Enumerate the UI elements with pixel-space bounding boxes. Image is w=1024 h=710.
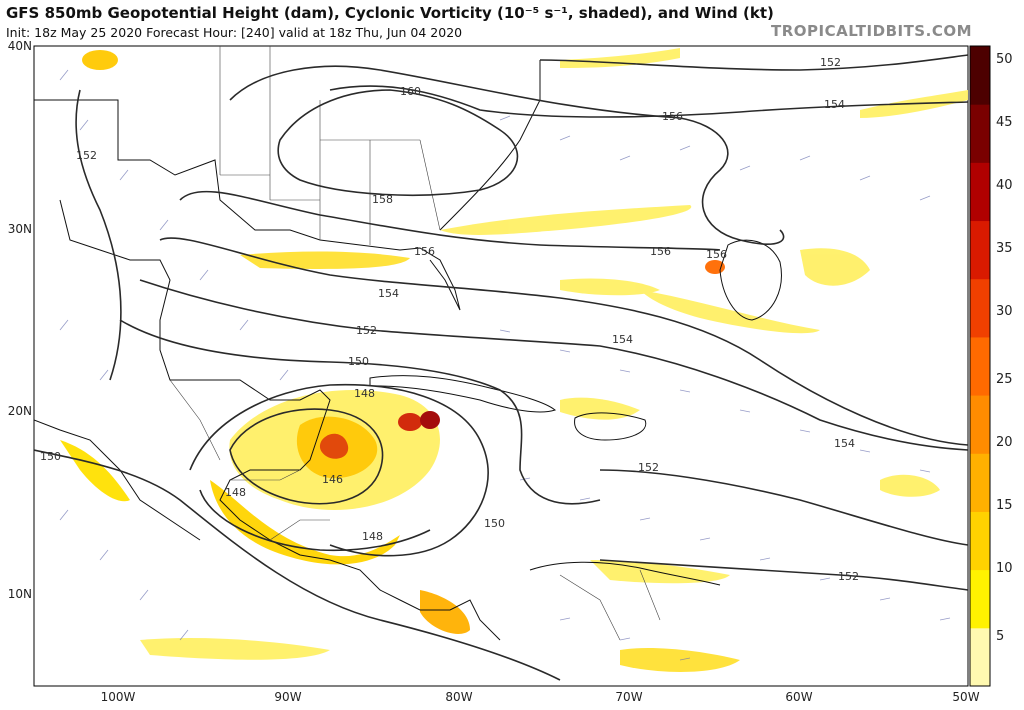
contour-label: 152 xyxy=(76,149,97,162)
lon-label-70w: 70W xyxy=(615,690,642,704)
wind-barbs xyxy=(59,69,951,661)
lat-label-20n: 20N xyxy=(8,404,32,418)
colorbar-tick-5: 5 xyxy=(996,629,1004,644)
colorbar-tick-40: 40 xyxy=(996,178,1013,193)
colorbar-step xyxy=(970,278,990,338)
vorticity-shading xyxy=(60,48,968,672)
contour-label: 150 xyxy=(348,355,369,368)
height-contours xyxy=(34,54,968,681)
brand-watermark: TROPICALTIDBITS.COM xyxy=(771,22,972,40)
colorbar-step xyxy=(970,162,990,222)
colorbar-step xyxy=(970,627,990,687)
lat-label-40n: 40N xyxy=(8,39,32,53)
political-borders xyxy=(169,46,661,641)
contour-label: 154 xyxy=(612,333,633,346)
lat-label-10n: 10N xyxy=(8,587,32,601)
contour-labels: 152 160 156 154 158 156 156 156 154 152 … xyxy=(40,56,859,583)
contour-label: 158 xyxy=(372,193,393,206)
colorbar-step xyxy=(970,511,990,571)
contour-label: 152 xyxy=(838,570,859,583)
contour-label: 150 xyxy=(40,450,61,463)
lon-label-80w: 80W xyxy=(445,690,472,704)
colorbar-steps xyxy=(970,46,990,687)
contour-label: 146 xyxy=(322,473,343,486)
colorbar-tick-35: 35 xyxy=(996,241,1013,256)
colorbar: 50 45 40 35 30 25 20 15 10 5 xyxy=(969,45,1013,687)
contour-label: 152 xyxy=(356,324,377,337)
contour-label: 154 xyxy=(378,287,399,300)
colorbar-tick-15: 15 xyxy=(996,498,1013,513)
contour-label: 152 xyxy=(638,461,659,474)
colorbar-tick-20: 20 xyxy=(996,435,1013,450)
colorbar-step xyxy=(970,453,990,512)
contour-label: 154 xyxy=(824,98,845,111)
contour-label: 150 xyxy=(484,517,505,530)
contour-label: 156 xyxy=(414,245,435,258)
contour-label: 148 xyxy=(354,387,375,400)
contour-label: 154 xyxy=(834,437,855,450)
map-title: GFS 850mb Geopotential Height (dam), Cyc… xyxy=(6,4,774,22)
contour-label: 156 xyxy=(650,245,671,258)
colorbar-tick-50: 50 xyxy=(996,52,1013,67)
colorbar-step xyxy=(970,104,990,163)
colorbar-step xyxy=(970,220,990,280)
lat-label-30n: 30N xyxy=(8,222,32,236)
colorbar-tick-45: 45 xyxy=(996,115,1013,130)
contour-label: 148 xyxy=(362,530,383,543)
lon-label-90w: 90W xyxy=(274,690,301,704)
colorbar-step xyxy=(970,46,990,105)
map-subtitle: Init: 18z May 25 2020 Forecast Hour: [24… xyxy=(6,25,463,40)
lat-lon-labels: 40N 30N 20N 10N 100W 90W 80W 70W 60W 50W xyxy=(8,39,980,704)
contour-label: 156 xyxy=(662,110,683,123)
colorbar-tick-10: 10 xyxy=(996,561,1013,576)
lon-label-100w: 100W xyxy=(101,690,136,704)
contour-label: 160 xyxy=(400,85,421,98)
contour-label: 148 xyxy=(225,486,246,499)
colorbar-step xyxy=(970,336,990,396)
colorbar-step xyxy=(970,395,990,454)
colorbar-step xyxy=(970,569,990,629)
contour-label: 156 xyxy=(706,248,727,261)
colorbar-tick-25: 25 xyxy=(996,372,1013,387)
map-frame xyxy=(33,45,969,687)
contour-label: 152 xyxy=(820,56,841,69)
lon-label-50w: 50W xyxy=(952,690,979,704)
colorbar-tick-30: 30 xyxy=(996,304,1013,319)
lon-label-60w: 60W xyxy=(785,690,812,704)
colorbar-frame xyxy=(969,45,991,687)
